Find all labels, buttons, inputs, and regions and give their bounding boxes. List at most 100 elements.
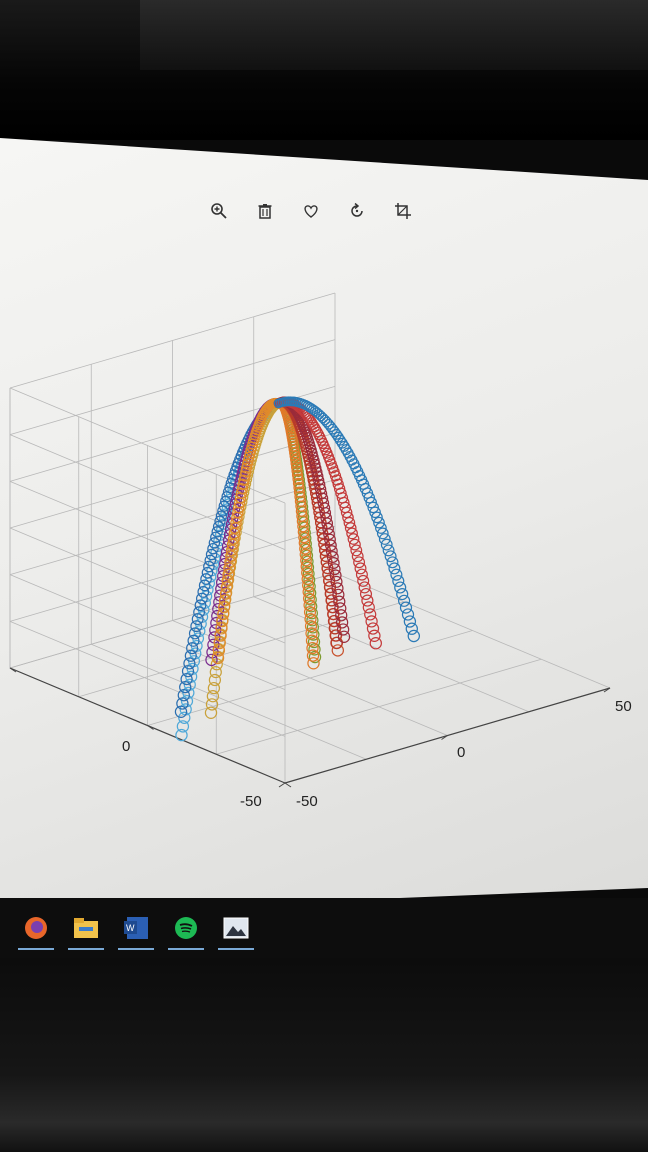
scatter-point bbox=[313, 474, 325, 487]
scatter-point bbox=[204, 554, 217, 567]
scatter-point bbox=[350, 544, 363, 557]
scatter-point bbox=[176, 720, 190, 733]
scatter-point bbox=[289, 447, 300, 459]
taskbar: W bbox=[0, 898, 648, 958]
crop-button[interactable] bbox=[389, 197, 417, 225]
scatter-point bbox=[228, 527, 241, 540]
scatter-point bbox=[180, 672, 193, 686]
scatter-point bbox=[308, 643, 321, 656]
scatter-point bbox=[399, 601, 413, 614]
photo-viewer-window: 0 -50 -50 0 50 bbox=[0, 138, 648, 898]
zoom-in-button[interactable] bbox=[205, 197, 233, 225]
scatter-point bbox=[290, 457, 302, 469]
scatter-point bbox=[210, 531, 222, 543]
scatter-point bbox=[181, 665, 195, 678]
scatter-point bbox=[186, 642, 199, 655]
scatter-point bbox=[314, 483, 327, 495]
x-tick-label: 0 bbox=[457, 744, 465, 761]
scatter-point bbox=[302, 567, 315, 580]
scatter-point bbox=[209, 665, 222, 679]
scatter-point bbox=[222, 568, 235, 581]
scatter-point bbox=[307, 628, 320, 641]
scatter-point bbox=[216, 615, 229, 628]
scatter-point bbox=[220, 546, 233, 558]
rotate-icon bbox=[351, 202, 363, 217]
scatter-point bbox=[223, 562, 236, 575]
scatter-point bbox=[326, 551, 339, 563]
word-app-icon[interactable]: W bbox=[118, 914, 154, 950]
scatter-point bbox=[292, 473, 304, 485]
scatter-point bbox=[237, 478, 249, 491]
monitor-top-bezel bbox=[0, 0, 648, 140]
scatter-point bbox=[201, 566, 214, 579]
scatter-point bbox=[322, 522, 334, 535]
grid-line bbox=[603, 687, 611, 693]
rotate-button[interactable] bbox=[343, 197, 371, 225]
monitor-bottom-bezel bbox=[0, 958, 648, 1152]
scatter-point bbox=[204, 706, 218, 720]
scatter-point bbox=[229, 522, 242, 534]
scatter-point bbox=[311, 466, 323, 478]
scatter-point bbox=[226, 538, 239, 551]
scatter-point bbox=[184, 649, 197, 662]
scatter-point bbox=[292, 477, 305, 489]
scatter-point bbox=[340, 506, 353, 519]
scatter-point bbox=[304, 586, 317, 600]
scatter-point bbox=[240, 466, 252, 478]
scatter-point bbox=[373, 516, 385, 529]
heart-icon bbox=[304, 205, 318, 218]
scatter-point bbox=[303, 606, 317, 619]
scatter-point bbox=[213, 636, 226, 650]
scatter-point bbox=[302, 592, 316, 605]
scatter-point bbox=[218, 601, 231, 614]
scatter-point bbox=[291, 465, 303, 477]
scatter-point bbox=[346, 527, 358, 540]
scatter-point bbox=[218, 500, 230, 512]
scatter-point bbox=[329, 426, 340, 438]
scatter-point bbox=[371, 511, 383, 524]
scatter-point bbox=[188, 627, 201, 640]
spotify-app-icon[interactable] bbox=[168, 914, 204, 950]
scatter-point bbox=[359, 587, 373, 601]
scatter-point bbox=[298, 531, 310, 544]
grid-line bbox=[147, 630, 473, 726]
grid-line bbox=[284, 782, 292, 788]
scatter-point bbox=[190, 620, 203, 633]
scatter-point bbox=[176, 697, 189, 710]
scatter-point bbox=[224, 556, 237, 569]
x-tick-label: 50 bbox=[615, 698, 632, 715]
grid-line bbox=[147, 725, 154, 730]
svg-text:W: W bbox=[126, 923, 135, 933]
scatter-point bbox=[313, 409, 325, 420]
file-explorer-app-icon[interactable] bbox=[68, 914, 104, 950]
scatter-point bbox=[200, 573, 212, 585]
photos-app-icon[interactable] bbox=[218, 914, 254, 950]
scatter-point bbox=[195, 592, 208, 605]
scatter-point bbox=[307, 657, 320, 670]
scatter-point bbox=[299, 548, 312, 561]
scatter-series bbox=[174, 396, 420, 742]
scatter-point bbox=[365, 615, 378, 628]
scatter-point bbox=[305, 627, 318, 640]
scatter-point bbox=[329, 569, 342, 582]
scatter-point bbox=[301, 573, 314, 585]
scatter-point bbox=[208, 673, 222, 687]
firefox-app-icon[interactable] bbox=[18, 914, 54, 950]
scatter-point bbox=[364, 608, 377, 621]
delete-button[interactable] bbox=[251, 197, 279, 225]
scatter-point bbox=[175, 728, 188, 742]
scatter-point bbox=[306, 649, 320, 662]
scatter-point bbox=[212, 520, 225, 533]
scatter-point bbox=[300, 560, 313, 573]
scatter-point bbox=[384, 550, 397, 563]
tick-labels: 0 -50 -50 0 50 bbox=[122, 698, 632, 810]
scatter-point bbox=[198, 579, 211, 592]
scatter-point bbox=[177, 689, 190, 702]
scatter-point bbox=[299, 542, 311, 555]
scatter-point bbox=[306, 641, 319, 655]
scatter-point bbox=[293, 481, 305, 494]
favorite-button[interactable] bbox=[297, 197, 325, 225]
scatter-point bbox=[197, 586, 210, 598]
scatter-point bbox=[178, 711, 191, 724]
scatter-point bbox=[217, 505, 229, 517]
